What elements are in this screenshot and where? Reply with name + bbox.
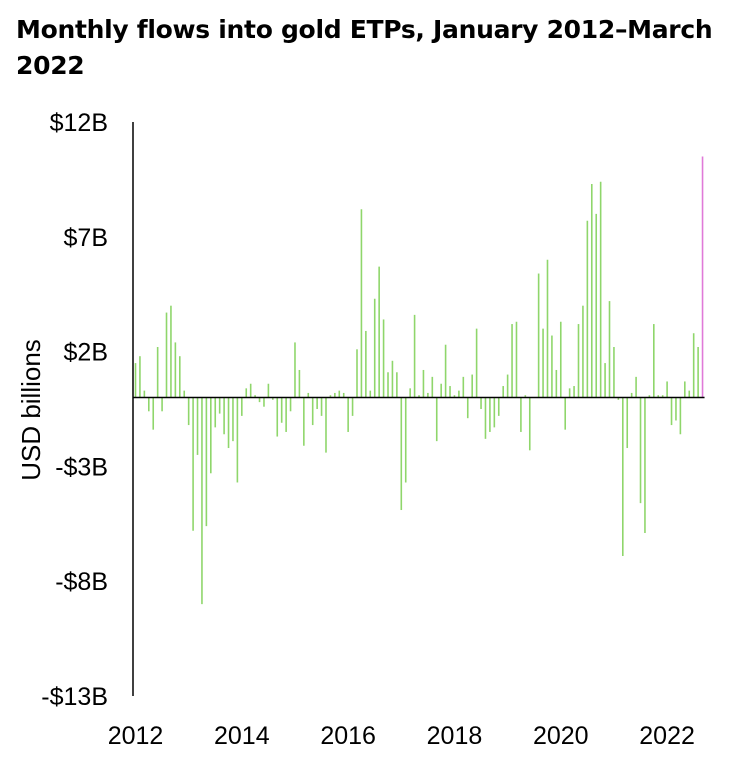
y-tick-label: -$13B xyxy=(41,683,108,711)
x-tick-label: 2016 xyxy=(320,722,376,750)
chart-title: Monthly flows into gold ETPs, January 20… xyxy=(16,15,713,80)
y-axis-label: USD billions xyxy=(16,339,46,481)
y-tick-label: $12B xyxy=(50,109,108,137)
y-tick-label: $2B xyxy=(64,339,108,367)
x-tick-label: 2012 xyxy=(108,722,164,750)
y-tick-label: -$8B xyxy=(55,568,108,596)
x-tick-label: 2014 xyxy=(214,722,270,750)
y-tick-label: -$3B xyxy=(55,453,108,481)
y-tick-label: $7B xyxy=(64,224,108,252)
x-tick-label: 2022 xyxy=(639,722,695,750)
x-tick-label: 2020 xyxy=(533,722,589,750)
x-tick-label: 2018 xyxy=(427,722,483,750)
